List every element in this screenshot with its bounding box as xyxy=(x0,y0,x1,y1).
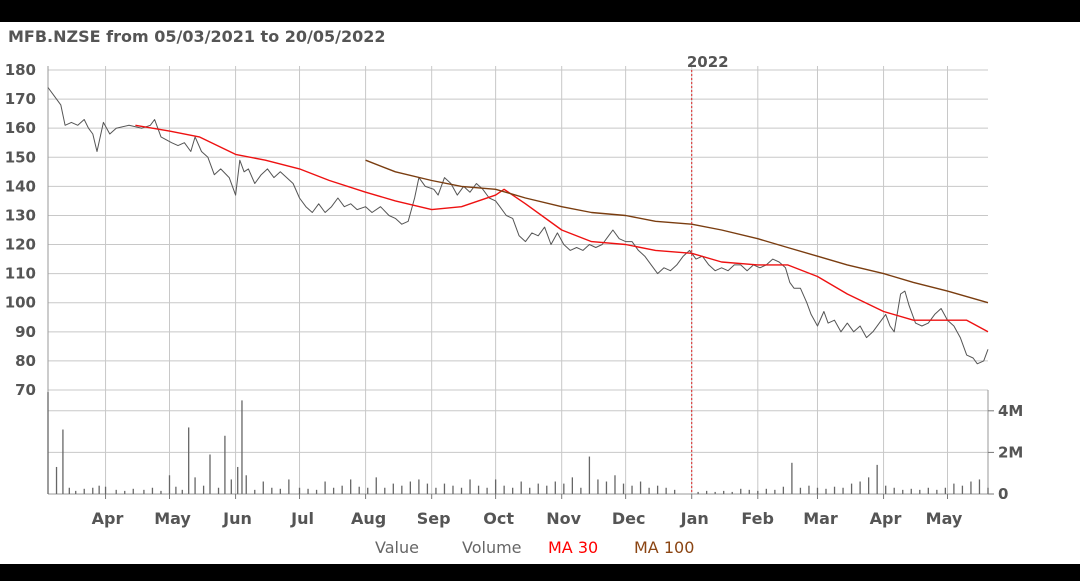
x-month-label: Apr xyxy=(870,509,902,528)
chart-frame: MFB.NZSE from 05/03/2021 to 20/05/2022 1… xyxy=(0,22,1080,564)
volume-axis-ticks: 4M 2M 0 xyxy=(988,402,1023,503)
y-tick-label: 70 xyxy=(15,381,36,399)
stock-chart: MFB.NZSE from 05/03/2021 to 20/05/2022 1… xyxy=(5,27,1024,557)
x-month-label: Nov xyxy=(546,509,581,528)
y-axis-ticks: 180 170 160 150 140 130 120 110 100 90 80 70 xyxy=(5,61,36,399)
y-tick-label: 90 xyxy=(15,323,36,341)
x-month-label: Feb xyxy=(741,509,774,528)
x-month-label: Mar xyxy=(803,509,838,528)
volume-tick-label: 0 xyxy=(998,485,1008,503)
ma100-line xyxy=(365,159,989,304)
y-tick-label: 160 xyxy=(5,119,36,137)
y-tick-label: 110 xyxy=(5,265,36,283)
x-axis-month-labels: Apr May Jun Jul Aug Sep Oct Nov Dec Jan Feb Mar Apr M… xyxy=(92,494,963,528)
y-tick-label: 140 xyxy=(5,177,36,195)
ma30-line xyxy=(135,124,989,333)
volume-tick-label: 2M xyxy=(998,443,1023,461)
x-month-label: Jan xyxy=(680,509,709,528)
y-tick-label: 150 xyxy=(5,148,36,166)
x-month-label: Aug xyxy=(351,509,386,528)
series-lines xyxy=(47,87,989,365)
chart-legend: Value Volume MA 30 MA 100 xyxy=(375,538,694,557)
value-line xyxy=(47,87,989,365)
x-month-label: May xyxy=(926,509,963,528)
legend-item: Value xyxy=(375,538,419,557)
x-month-label: Jun xyxy=(222,509,252,528)
legend-item: MA 30 xyxy=(548,538,598,557)
x-month-label: Sep xyxy=(417,509,451,528)
legend-item: MA 100 xyxy=(634,538,694,557)
x-month-label: Jul xyxy=(290,509,314,528)
volume-tick-label: 4M xyxy=(998,402,1023,420)
x-month-label: Apr xyxy=(92,509,124,528)
y-tick-label: 100 xyxy=(5,294,36,312)
x-month-label: May xyxy=(154,509,191,528)
x-month-label: Dec xyxy=(612,509,646,528)
y-tick-label: 130 xyxy=(5,206,36,224)
year-marker: 2022 xyxy=(687,53,729,494)
chart-title: MFB.NZSE from 05/03/2021 to 20/05/2022 xyxy=(8,27,386,46)
y-tick-label: 180 xyxy=(5,61,36,79)
y-tick-label: 120 xyxy=(5,236,36,254)
y-tick-label: 80 xyxy=(15,352,36,370)
legend-item: Volume xyxy=(462,538,522,557)
volume-bars xyxy=(47,392,989,494)
x-month-label: Oct xyxy=(483,509,514,528)
year-marker-label: 2022 xyxy=(687,53,729,71)
y-tick-label: 170 xyxy=(5,90,36,108)
